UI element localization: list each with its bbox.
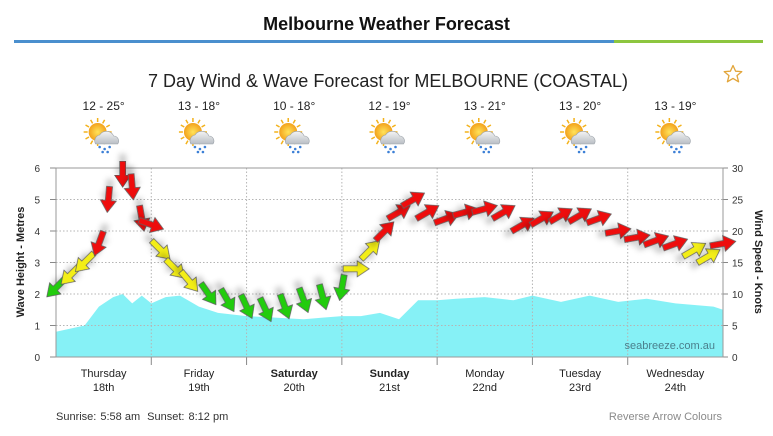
- wind-arrow: [123, 173, 141, 201]
- day-temp-range: 12 - 19°: [368, 99, 410, 113]
- day-date: 24th: [665, 382, 686, 394]
- wind-arrow: [695, 248, 721, 266]
- wind-arrow: [295, 286, 313, 314]
- wind-arrow: [623, 228, 651, 246]
- partly-cloudy-rain-icon: [464, 118, 501, 154]
- day-date: 22nd: [473, 382, 497, 394]
- partly-cloudy-rain-icon: [178, 118, 215, 154]
- y2-axis-label: Wind Speed - Knots: [752, 210, 764, 314]
- partly-cloudy-rain-icon: [655, 118, 691, 154]
- day-temp-range: 13 - 19°: [654, 99, 696, 113]
- wind-arrow: [333, 273, 351, 302]
- wind-arrow: [709, 234, 737, 253]
- partly-cloudy-rain-icon: [369, 118, 405, 154]
- day-temp-range: 13 - 18°: [178, 99, 220, 113]
- y2-tick-label: 20: [732, 227, 744, 238]
- wind-arrow: [148, 238, 171, 260]
- wind-arrow: [372, 221, 395, 243]
- y-tick-label: 1: [34, 322, 40, 333]
- star-outline-icon[interactable]: [723, 64, 743, 84]
- partly-cloudy-rain-icon: [274, 118, 310, 154]
- sunset-time: 8:12 pm: [188, 411, 229, 423]
- sun-times: Sunrise: 5:58 am Sunset: 8:12 pm: [56, 411, 232, 423]
- sunrise-time: 5:58 am: [100, 411, 141, 423]
- wind-arrow: [400, 191, 426, 210]
- wind-arrow: [490, 204, 516, 222]
- sunset-label: Sunset:: [147, 411, 185, 423]
- wind-arrow: [547, 207, 573, 225]
- wind-arrow: [566, 207, 592, 225]
- wind-arrow: [661, 235, 689, 252]
- day-name: Tuesday: [559, 368, 601, 380]
- y2-tick-label: 10: [732, 290, 744, 301]
- day-name: Monday: [465, 368, 505, 380]
- day-temp-range: 10 - 18°: [273, 99, 315, 113]
- y-tick-label: 4: [34, 227, 40, 238]
- wind-arrow: [217, 287, 236, 313]
- page-title: Melbourne Weather Forecast: [263, 14, 510, 34]
- day-date: 19th: [188, 382, 209, 394]
- day-date: 20th: [284, 382, 305, 394]
- y2-tick-label: 25: [732, 196, 744, 207]
- wind-arrow: [385, 204, 411, 222]
- wind-arrow: [90, 229, 107, 257]
- wind-arrow: [358, 240, 381, 262]
- y2-tick-label: 5: [732, 322, 738, 333]
- wind-arrow: [528, 210, 554, 228]
- day-name: Sunday: [370, 368, 411, 380]
- day-temp-range: 12 - 25°: [83, 99, 125, 113]
- watermark: seabreeze.com.au: [625, 340, 716, 352]
- y2-tick-label: 30: [732, 164, 744, 175]
- chart-title: 7 Day Wind & Wave Forecast for MELBOURNE…: [148, 71, 628, 91]
- day-name: Saturday: [271, 368, 319, 380]
- day-temp-range: 13 - 21°: [464, 99, 506, 113]
- wind-arrow: [509, 216, 535, 235]
- wind-arrow: [585, 210, 612, 227]
- y-tick-label: 5: [34, 196, 40, 207]
- day-date: 21st: [379, 382, 400, 394]
- y2-tick-label: 15: [732, 259, 744, 270]
- wind-arrow: [198, 281, 217, 306]
- wind-arrow: [237, 293, 255, 319]
- sunrise-label: Sunrise:: [56, 411, 97, 423]
- wind-arrow: [314, 283, 332, 311]
- wind-arrow: [276, 292, 294, 320]
- wind-arrow: [681, 242, 707, 260]
- y-axis-label: Wave Height - Metres: [15, 207, 27, 318]
- y-tick-label: 3: [34, 259, 40, 270]
- partly-cloudy-rain-icon: [560, 118, 596, 154]
- wind-arrow: [642, 232, 670, 249]
- wind-arrow: [451, 203, 479, 221]
- wind-arrow: [471, 200, 498, 218]
- plot-frame: [55, 167, 724, 358]
- y-tick-label: 6: [34, 164, 40, 175]
- wind-arrow: [256, 296, 274, 323]
- wind-arrow: [414, 204, 440, 222]
- title-rule-accent: [614, 40, 763, 43]
- title-rule: [14, 40, 763, 43]
- wind-arrow: [137, 216, 165, 234]
- wind-arrow: [342, 260, 370, 278]
- wind-arrow: [178, 269, 199, 292]
- reverse-arrow-colours-link[interactable]: Reverse Arrow Colours: [608, 411, 722, 423]
- day-date: 18th: [93, 382, 114, 394]
- day-name: Friday: [184, 368, 215, 380]
- y-tick-label: 2: [34, 290, 40, 301]
- wind-arrow: [604, 222, 632, 240]
- y-tick-label: 0: [34, 353, 40, 364]
- y2-tick-label: 0: [732, 353, 738, 364]
- day-temp-range: 13 - 20°: [559, 99, 601, 113]
- day-name: Wednesday: [646, 368, 704, 380]
- day-date: 23rd: [569, 382, 591, 394]
- wind-arrow: [99, 185, 117, 214]
- day-name: Thursday: [81, 368, 127, 380]
- partly-cloudy-rain-icon: [83, 118, 119, 154]
